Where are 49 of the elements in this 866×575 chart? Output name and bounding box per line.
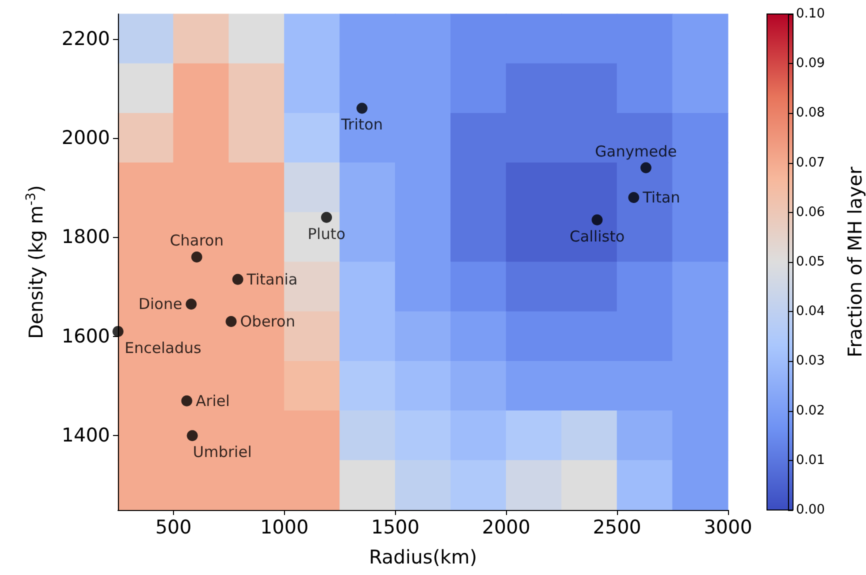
x-tick-label: 1000 bbox=[260, 516, 309, 538]
annotation: Ariel bbox=[196, 392, 230, 410]
color-bar-label: 0.00 bbox=[796, 502, 825, 518]
point bbox=[226, 316, 237, 328]
point bbox=[232, 274, 244, 285]
color-bar-label: 0.10 bbox=[796, 6, 825, 22]
color-bar-title: Fraction of MH layer bbox=[844, 166, 866, 358]
color-bar-label: 0.02 bbox=[796, 403, 825, 418]
point bbox=[191, 252, 202, 263]
annotation: Triton bbox=[340, 116, 383, 134]
color-bar-label: 0.01 bbox=[796, 452, 825, 468]
annotation: Charon bbox=[170, 232, 224, 250]
y-tick-label: 1600 bbox=[62, 325, 110, 348]
color-bar-label: 0.05 bbox=[796, 254, 825, 270]
y-tick-label: 1800 bbox=[62, 226, 110, 248]
annotation: Umbriel bbox=[192, 443, 252, 462]
x-tick-label: 3000 bbox=[704, 516, 752, 538]
annotation: Callisto bbox=[570, 227, 625, 246]
x-tick-label: 500 bbox=[155, 516, 192, 538]
point bbox=[592, 214, 603, 226]
color-bar-label: 0.06 bbox=[796, 204, 825, 220]
x-axis-title: Radius(km) bbox=[368, 546, 478, 568]
annotation: Oberon bbox=[240, 312, 296, 331]
annotation: Titania bbox=[246, 270, 298, 288]
color-bar-label: 0.08 bbox=[796, 106, 825, 121]
color-bar-label: 0.07 bbox=[796, 155, 825, 170]
annotation: Dione bbox=[138, 295, 182, 314]
point bbox=[181, 395, 192, 406]
point bbox=[186, 298, 197, 310]
y-tick-label: 2200 bbox=[62, 28, 110, 50]
point bbox=[321, 212, 332, 223]
color-bar-label: 0.04 bbox=[796, 304, 825, 320]
point bbox=[186, 430, 198, 442]
y-axis-title: Density (kg m-3) bbox=[24, 185, 48, 339]
annotation: Titan bbox=[642, 188, 680, 207]
x-tick-label: 2000 bbox=[482, 516, 530, 538]
annotation: Ganymede bbox=[595, 142, 677, 160]
x-tick-label: 2500 bbox=[592, 516, 642, 538]
annotation: Enceladus bbox=[124, 338, 202, 357]
y-tick-label: 1400 bbox=[62, 424, 110, 447]
annotation: Pluto bbox=[308, 224, 346, 243]
color-bar-label: 0.03 bbox=[796, 354, 825, 369]
x-tick-label: 1500 bbox=[371, 516, 420, 538]
point bbox=[112, 326, 124, 337]
point bbox=[356, 102, 368, 114]
color-bar-label: 0.09 bbox=[796, 56, 825, 72]
point bbox=[628, 192, 640, 204]
y-tick-label: 2000 bbox=[62, 127, 110, 149]
point bbox=[640, 162, 652, 174]
